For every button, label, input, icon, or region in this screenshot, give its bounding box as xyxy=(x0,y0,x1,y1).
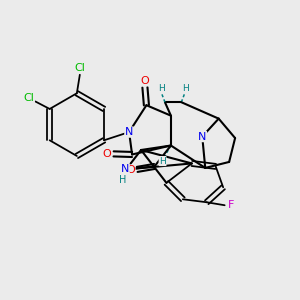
Text: H: H xyxy=(159,157,166,166)
Text: H: H xyxy=(119,175,127,185)
Text: N: N xyxy=(198,132,206,142)
Text: F: F xyxy=(228,200,234,210)
Text: Cl: Cl xyxy=(23,93,34,103)
Text: Cl: Cl xyxy=(75,63,86,73)
Text: H: H xyxy=(182,84,189,93)
Text: O: O xyxy=(140,76,149,86)
Text: N: N xyxy=(121,164,129,174)
Text: N: N xyxy=(125,127,133,137)
Text: O: O xyxy=(126,165,135,175)
Text: O: O xyxy=(103,149,111,159)
Text: H: H xyxy=(158,84,164,93)
